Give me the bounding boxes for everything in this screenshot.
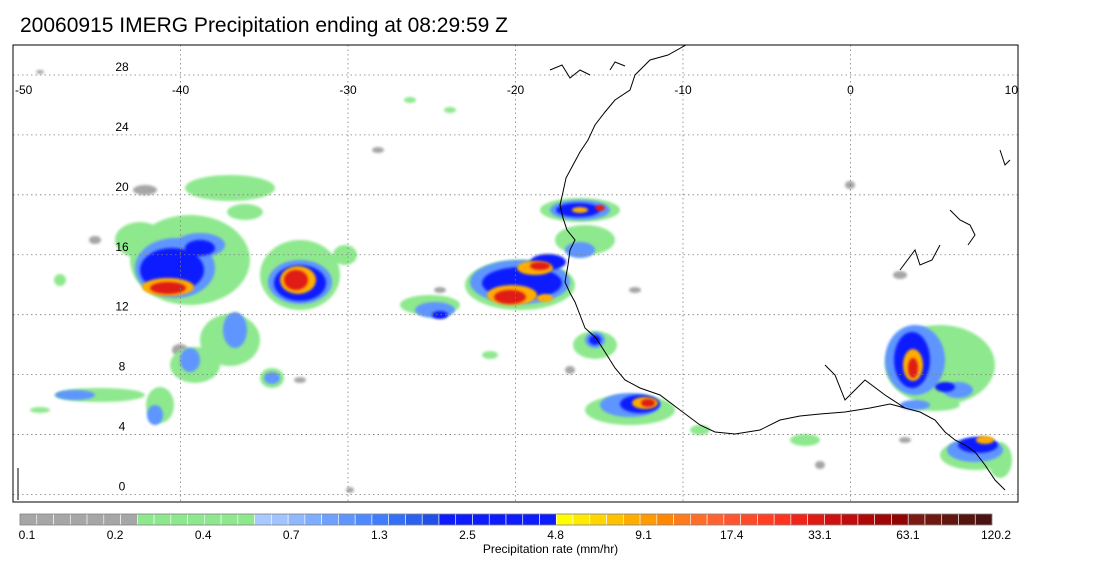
colorbar-label: 0.4 bbox=[194, 528, 212, 542]
colorbar-swatch bbox=[757, 513, 775, 526]
colorbar-title: Precipitation rate (mm/hr) bbox=[482, 542, 619, 556]
lon-tick-label: -10 bbox=[674, 83, 692, 97]
colorbar-swatch bbox=[120, 513, 138, 526]
colorbar-swatch bbox=[438, 513, 457, 526]
lat-tick-label: 16 bbox=[115, 240, 129, 254]
colorbar-swatch bbox=[153, 513, 172, 526]
colorbar-swatch bbox=[304, 513, 322, 526]
colorbar-swatch bbox=[472, 513, 490, 526]
colorbar-swatch bbox=[656, 513, 674, 526]
colorbar-swatch bbox=[421, 513, 440, 526]
colorbar-label: 2.5 bbox=[459, 528, 476, 542]
colorbar-swatch bbox=[36, 513, 54, 526]
colorbar-swatch bbox=[623, 513, 641, 526]
lon-tick-label: 10 bbox=[1005, 83, 1019, 97]
colorbar-frame bbox=[19, 513, 993, 526]
colorbar-swatch bbox=[706, 513, 725, 526]
colorbar-swatch bbox=[137, 513, 155, 526]
lon-tick-label: 0 bbox=[847, 83, 854, 97]
colorbar-swatch bbox=[539, 513, 557, 526]
colorbar-swatch bbox=[639, 513, 658, 526]
colorbar-swatch bbox=[572, 513, 591, 526]
lat-lon-grid bbox=[12, 45, 1019, 502]
colorbar-swatch bbox=[204, 513, 222, 526]
colorbar-swatch bbox=[857, 513, 875, 526]
lat-tick-label: 24 bbox=[115, 120, 129, 134]
colorbar-swatch bbox=[790, 513, 808, 526]
colorbar-swatch bbox=[488, 513, 507, 526]
colorbar-swatch bbox=[220, 513, 239, 526]
colorbar-swatch bbox=[19, 513, 38, 526]
colorbar-label: 9.1 bbox=[635, 528, 652, 542]
colorbar-swatch bbox=[522, 513, 540, 526]
colorbar-swatch bbox=[103, 513, 121, 526]
precipitation-field bbox=[30, 70, 1012, 493]
colorbar-label: 0.1 bbox=[18, 528, 36, 542]
lon-tick-label: -40 bbox=[172, 83, 190, 97]
colorbar-swatch bbox=[405, 513, 423, 526]
colorbar-label: 17.4 bbox=[720, 528, 744, 542]
colorbar-swatch bbox=[740, 513, 758, 526]
colorbar-swatch bbox=[673, 513, 691, 526]
colorbar-swatch bbox=[237, 513, 255, 526]
latitude-tick-labels: 28 24 20 16 12 8 4 0 bbox=[115, 60, 129, 494]
colorbar-swatch bbox=[187, 513, 205, 526]
lat-tick-label: 8 bbox=[119, 360, 126, 374]
colorbar-label: 0.2 bbox=[106, 528, 124, 542]
colorbar-swatch bbox=[86, 513, 105, 526]
lon-tick-label: -20 bbox=[507, 83, 525, 97]
colorbar-swatch bbox=[773, 513, 792, 526]
colorbar-swatch bbox=[371, 513, 389, 526]
lat-tick-label: 12 bbox=[115, 300, 129, 314]
colorbar-swatch bbox=[505, 513, 524, 526]
colorbar-label: 4.8 bbox=[547, 528, 564, 542]
lat-tick-label: 0 bbox=[119, 480, 126, 494]
colorbar-swatch bbox=[254, 513, 272, 526]
colorbar-swatch bbox=[807, 513, 825, 526]
colorbar-swatch bbox=[907, 513, 926, 526]
colorbar-swatch bbox=[840, 513, 859, 526]
colorbar-swatch bbox=[321, 513, 339, 526]
colorbar-swatch bbox=[354, 513, 373, 526]
colorbar-label: 63.1 bbox=[896, 528, 920, 542]
colorbar-swatch bbox=[974, 513, 993, 526]
colorbar-swatch bbox=[891, 513, 909, 526]
lat-tick-label: 28 bbox=[115, 60, 129, 74]
colorbar-swatch bbox=[958, 513, 976, 526]
coastline bbox=[17, 45, 1011, 500]
colorbar-swatch bbox=[723, 513, 741, 526]
lat-tick-label: 20 bbox=[115, 180, 129, 194]
colorbar-swatch bbox=[388, 513, 406, 526]
colorbar-swatch bbox=[170, 513, 188, 526]
colorbar-swatch bbox=[455, 513, 473, 526]
colorbar-swatch bbox=[606, 513, 624, 526]
lon-tick-label: -50 bbox=[15, 83, 33, 97]
colorbar-swatch bbox=[874, 513, 892, 526]
colorbar-swatch bbox=[338, 513, 356, 526]
colorbar-swatch bbox=[69, 513, 88, 526]
colorbar-swatch bbox=[941, 513, 959, 526]
longitude-tick-labels: -50 -40 -30 -20 -10 0 10 bbox=[15, 83, 1018, 97]
colorbar-label: 1.3 bbox=[371, 528, 388, 542]
lon-tick-label: -30 bbox=[339, 83, 357, 97]
lat-tick-label: 4 bbox=[119, 420, 126, 434]
map-title: 20060915 IMERG Precipitation ending at 0… bbox=[20, 14, 508, 37]
colorbar-swatch bbox=[690, 513, 708, 526]
colorbar-swatch bbox=[924, 513, 943, 526]
colorbar-label: 120.2 bbox=[980, 528, 1012, 542]
colorbar-swatch bbox=[287, 513, 306, 526]
colorbar-swatch bbox=[53, 513, 71, 526]
colorbar-label: 33.1 bbox=[808, 528, 832, 542]
colorbar-label: 0.7 bbox=[282, 528, 300, 542]
colorbar-swatch bbox=[589, 513, 607, 526]
colorbar-swatch bbox=[271, 513, 289, 526]
colorbar-swatch bbox=[555, 513, 574, 526]
colorbar-swatch bbox=[824, 513, 842, 526]
